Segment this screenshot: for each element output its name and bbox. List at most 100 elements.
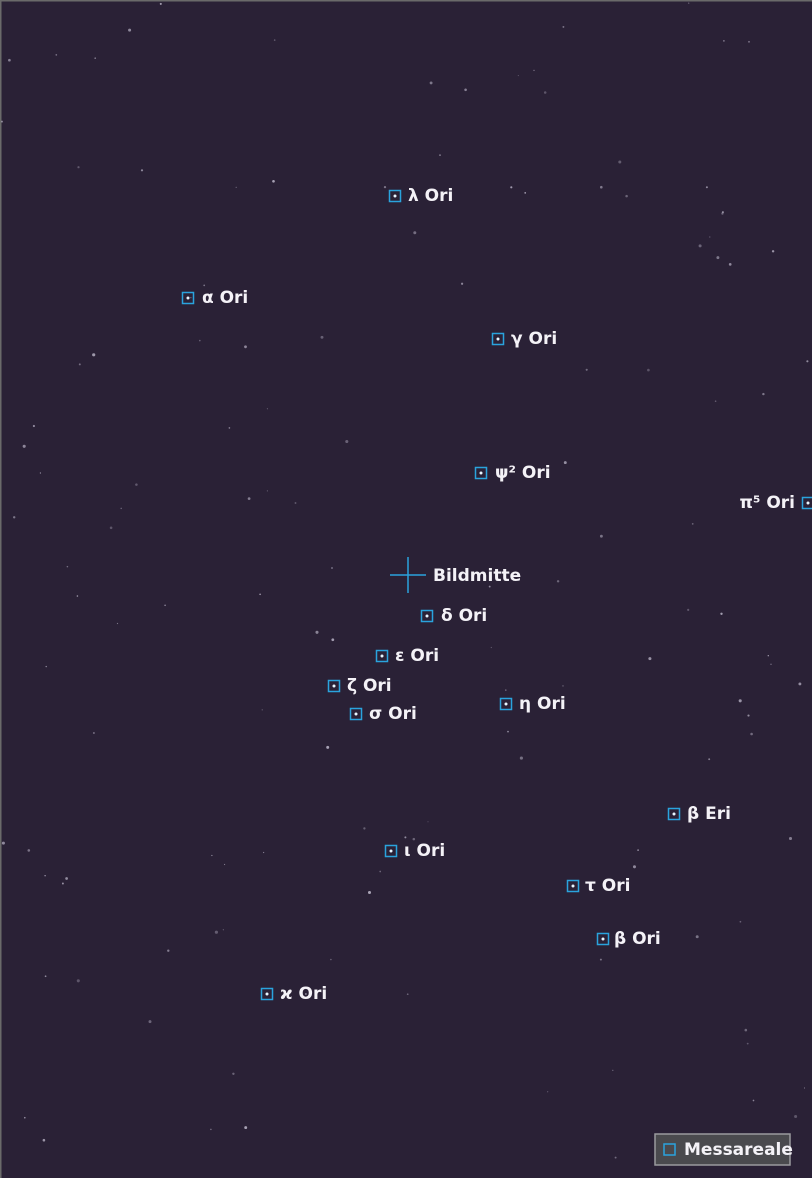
star-dot xyxy=(672,812,676,816)
star xyxy=(562,685,564,687)
star xyxy=(517,75,519,77)
star xyxy=(647,368,650,372)
star xyxy=(44,875,46,877)
center-label: Bildmitte xyxy=(433,566,521,586)
star-label: η Ori xyxy=(519,694,566,714)
star-label: β Ori xyxy=(614,929,661,949)
star-label: ζ Ori xyxy=(347,676,392,696)
star-label: λ Ori xyxy=(408,186,453,206)
marker: ι Ori xyxy=(384,841,445,861)
star-label: β Eri xyxy=(687,804,731,824)
star xyxy=(383,185,387,189)
star xyxy=(794,1114,798,1119)
star xyxy=(698,244,702,248)
marker-box xyxy=(499,697,513,711)
star xyxy=(637,849,639,851)
star xyxy=(533,69,535,72)
star-dot xyxy=(496,337,500,341)
image-center: Bildmitte xyxy=(390,557,521,593)
star xyxy=(167,949,170,952)
star xyxy=(331,638,335,642)
star xyxy=(45,665,47,668)
legend-box xyxy=(654,1133,791,1166)
star xyxy=(76,595,79,597)
star xyxy=(543,91,547,94)
star-dot xyxy=(504,702,508,706)
star-dot xyxy=(389,849,393,853)
marker: ζ Ori xyxy=(327,676,392,696)
star xyxy=(625,194,628,198)
star xyxy=(599,534,603,538)
star xyxy=(770,663,772,665)
star xyxy=(806,360,809,363)
star xyxy=(109,526,113,530)
star xyxy=(747,714,750,717)
star-label: π⁵ Ori xyxy=(740,493,795,513)
star-dot xyxy=(265,992,269,996)
star xyxy=(232,1072,235,1076)
star xyxy=(66,565,69,568)
star xyxy=(507,730,509,733)
marker: ψ² Ori xyxy=(474,463,551,483)
star xyxy=(723,40,725,42)
star xyxy=(618,160,622,164)
star xyxy=(44,975,47,978)
star xyxy=(519,756,523,760)
star xyxy=(326,745,330,749)
star xyxy=(210,1128,212,1131)
star xyxy=(460,282,464,285)
star xyxy=(77,166,80,169)
star xyxy=(1,120,3,123)
marker-box xyxy=(596,932,610,946)
marker: γ Ori xyxy=(491,329,557,349)
star xyxy=(524,192,527,194)
marker-box xyxy=(388,189,402,203)
star-label: τ Ori xyxy=(585,876,630,896)
star xyxy=(32,424,35,428)
marker-box xyxy=(566,879,580,893)
star xyxy=(8,58,11,62)
star xyxy=(140,169,144,172)
star xyxy=(490,646,492,649)
marker: δ Ori xyxy=(420,606,487,626)
marker-box xyxy=(474,466,488,480)
star xyxy=(367,890,372,895)
star-label: γ Ori xyxy=(511,329,557,349)
star xyxy=(545,338,548,340)
star xyxy=(728,263,732,266)
star xyxy=(691,523,694,525)
star xyxy=(128,28,132,32)
star xyxy=(771,250,775,253)
star xyxy=(320,335,324,339)
star xyxy=(744,1028,748,1032)
star xyxy=(224,863,226,866)
star xyxy=(273,39,276,41)
marker-box xyxy=(667,807,681,821)
star xyxy=(363,827,366,830)
star xyxy=(705,186,708,189)
marker-box xyxy=(801,496,812,510)
star xyxy=(404,836,407,839)
legend-label: Messareale xyxy=(684,1140,793,1160)
star xyxy=(92,732,95,734)
star-dot xyxy=(479,471,483,475)
star-dot xyxy=(332,684,336,688)
star xyxy=(199,339,201,342)
star xyxy=(762,392,765,396)
star xyxy=(116,622,119,625)
star xyxy=(1,841,5,845)
star xyxy=(803,1087,806,1089)
star xyxy=(746,1042,749,1045)
star xyxy=(439,154,441,156)
marker-box xyxy=(327,679,341,693)
star xyxy=(739,920,742,923)
marker: β Ori xyxy=(596,929,661,949)
star xyxy=(55,54,58,56)
star xyxy=(266,490,268,492)
star xyxy=(585,368,588,371)
marker-box xyxy=(384,844,398,858)
star xyxy=(78,363,81,366)
star-label: ϰ Ori xyxy=(280,984,327,1004)
star xyxy=(266,408,268,410)
